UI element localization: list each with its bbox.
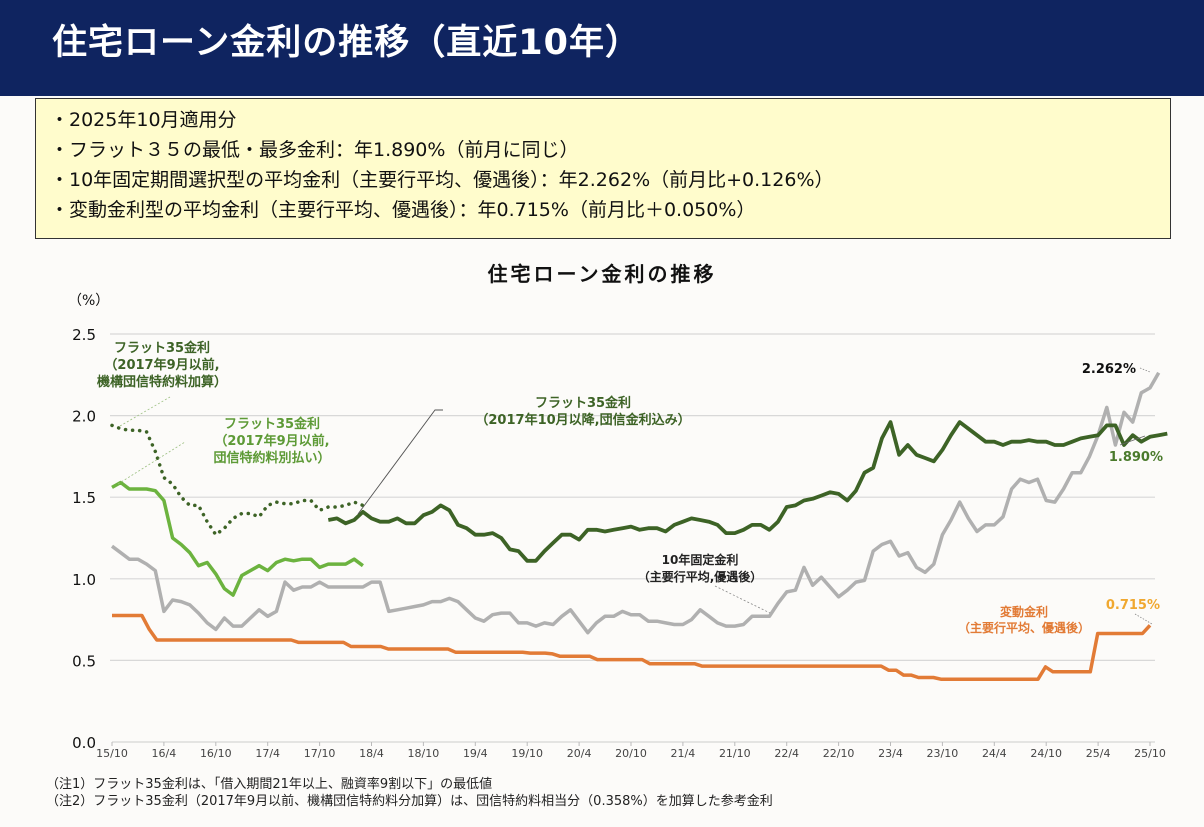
- x-tick-label: 24/10: [1030, 747, 1062, 760]
- x-tick-label: 17/10: [304, 747, 336, 760]
- annotation-flat35-new: フラット35金利: [535, 395, 631, 411]
- summary-line-flat35: ・フラット３５の最低・最多金利：年1.890%（前月に同じ）: [50, 139, 579, 161]
- annotation-flat35-old-incl-fee: （2017年9月以前,: [104, 357, 219, 373]
- series-variable-line: [112, 613, 1152, 681]
- annotation-flat35-old: フラット35金利: [224, 416, 320, 432]
- y-tick-label: 0.0: [72, 734, 96, 752]
- annotation-flat35-old: （2017年9月以前,: [214, 433, 329, 449]
- leader-line: [357, 409, 443, 515]
- summary-line-variable: ・変動金利型の平均金利（主要行平均、優遇後）：年0.715%（前月比＋0.050…: [50, 199, 756, 221]
- header-bar: 住宅ローン金利の推移（直近10年）: [0, 0, 1204, 96]
- x-tick-label: 23/10: [927, 747, 959, 760]
- x-tick-label: 17/4: [255, 747, 280, 760]
- y-tick-label: 1.5: [72, 489, 96, 507]
- leader-line: [714, 585, 771, 614]
- x-tick-label: 18/4: [359, 747, 384, 760]
- summary-line-date: ・2025年10月適用分: [50, 109, 237, 131]
- leader-line: [1119, 435, 1146, 446]
- x-tick-label: 20/4: [567, 747, 592, 760]
- y-axis-label: （%）: [68, 293, 109, 309]
- x-tick-label: 22/4: [774, 747, 799, 760]
- x-tick-label: 22/10: [823, 747, 855, 760]
- end-label-fixed10: 2.262%: [1082, 362, 1136, 377]
- series-flat35-old-line: [111, 480, 364, 597]
- leader-line: [1139, 367, 1151, 373]
- chart-title: 住宅ローン金利の推移: [487, 262, 717, 286]
- x-tick-label: 25/4: [1086, 747, 1111, 760]
- end-label-variable: 0.715%: [1106, 598, 1160, 613]
- x-tick-label: 20/10: [615, 747, 647, 760]
- series-flat35-old-incl-fee-line: [110, 423, 365, 537]
- y-tick-label: 2.0: [72, 408, 96, 426]
- leader-line: [1134, 613, 1153, 625]
- y-tick-label: 2.5: [72, 326, 96, 344]
- x-tick-label: 16/4: [152, 747, 177, 760]
- y-tick-label: 0.5: [72, 652, 96, 670]
- page-title: 住宅ローン金利の推移（直近10年）: [52, 23, 641, 63]
- x-tick-label: 21/10: [719, 747, 751, 760]
- x-tick-label: 25/10: [1134, 747, 1166, 760]
- y-tick-label: 1.0: [72, 571, 96, 589]
- series-fixed10-line: [110, 371, 1161, 635]
- annotation-flat35-old: 団信特約料別払い）: [213, 450, 330, 466]
- x-tick-label: 19/10: [511, 747, 543, 760]
- leader-line: [119, 396, 171, 427]
- footnote-1: （注1）フラット35金利は、「借入期間21年以上、融資率9割以下」の最低値: [46, 777, 493, 792]
- x-tick-label: 18/10: [408, 747, 440, 760]
- annotation-flat35-new: （2017年10月以降,団信金利込み）: [475, 412, 690, 428]
- annotation-fixed10: （主要行平均,優遇後）: [638, 569, 763, 584]
- footnotes: （注1）フラット35金利は、「借入期間21年以上、融資率9割以下」の最低値 （注…: [46, 776, 773, 810]
- annotation-fixed10: 10年固定金利: [662, 552, 739, 567]
- annotation-flat35-old-incl-fee: フラット35金利: [114, 340, 210, 356]
- x-tick-label: 23/4: [878, 747, 903, 760]
- x-tick-label: 19/4: [463, 747, 488, 760]
- summary-line-fixed10: ・10年固定期間選択型の平均金利（主要行平均、優遇後）：年2.262%（前月比+…: [50, 169, 834, 191]
- x-tick-label: 15/10: [96, 747, 128, 760]
- x-tick-label: 21/4: [671, 747, 696, 760]
- leader-line: [117, 441, 186, 485]
- annotation-variable: （主要行平均、優遇後）: [958, 620, 1090, 635]
- annotation-variable: 変動金利: [1000, 604, 1048, 619]
- footnote-2: （注2）フラット35金利（2017年9月以前、機構団信特約料分加算）は、団信特約…: [46, 794, 773, 809]
- summary-box: ・2025年10月適用分 ・フラット３５の最低・最多金利：年1.890%（前月に…: [35, 98, 1171, 239]
- end-label-flat35: 1.890%: [1109, 450, 1163, 465]
- x-tick-label: 24/4: [982, 747, 1007, 760]
- series-flat35-new-line: [327, 420, 1168, 563]
- x-tick-label: 16/10: [200, 747, 232, 760]
- annotation-flat35-old-incl-fee: 機構団信特約料加算）: [97, 374, 227, 390]
